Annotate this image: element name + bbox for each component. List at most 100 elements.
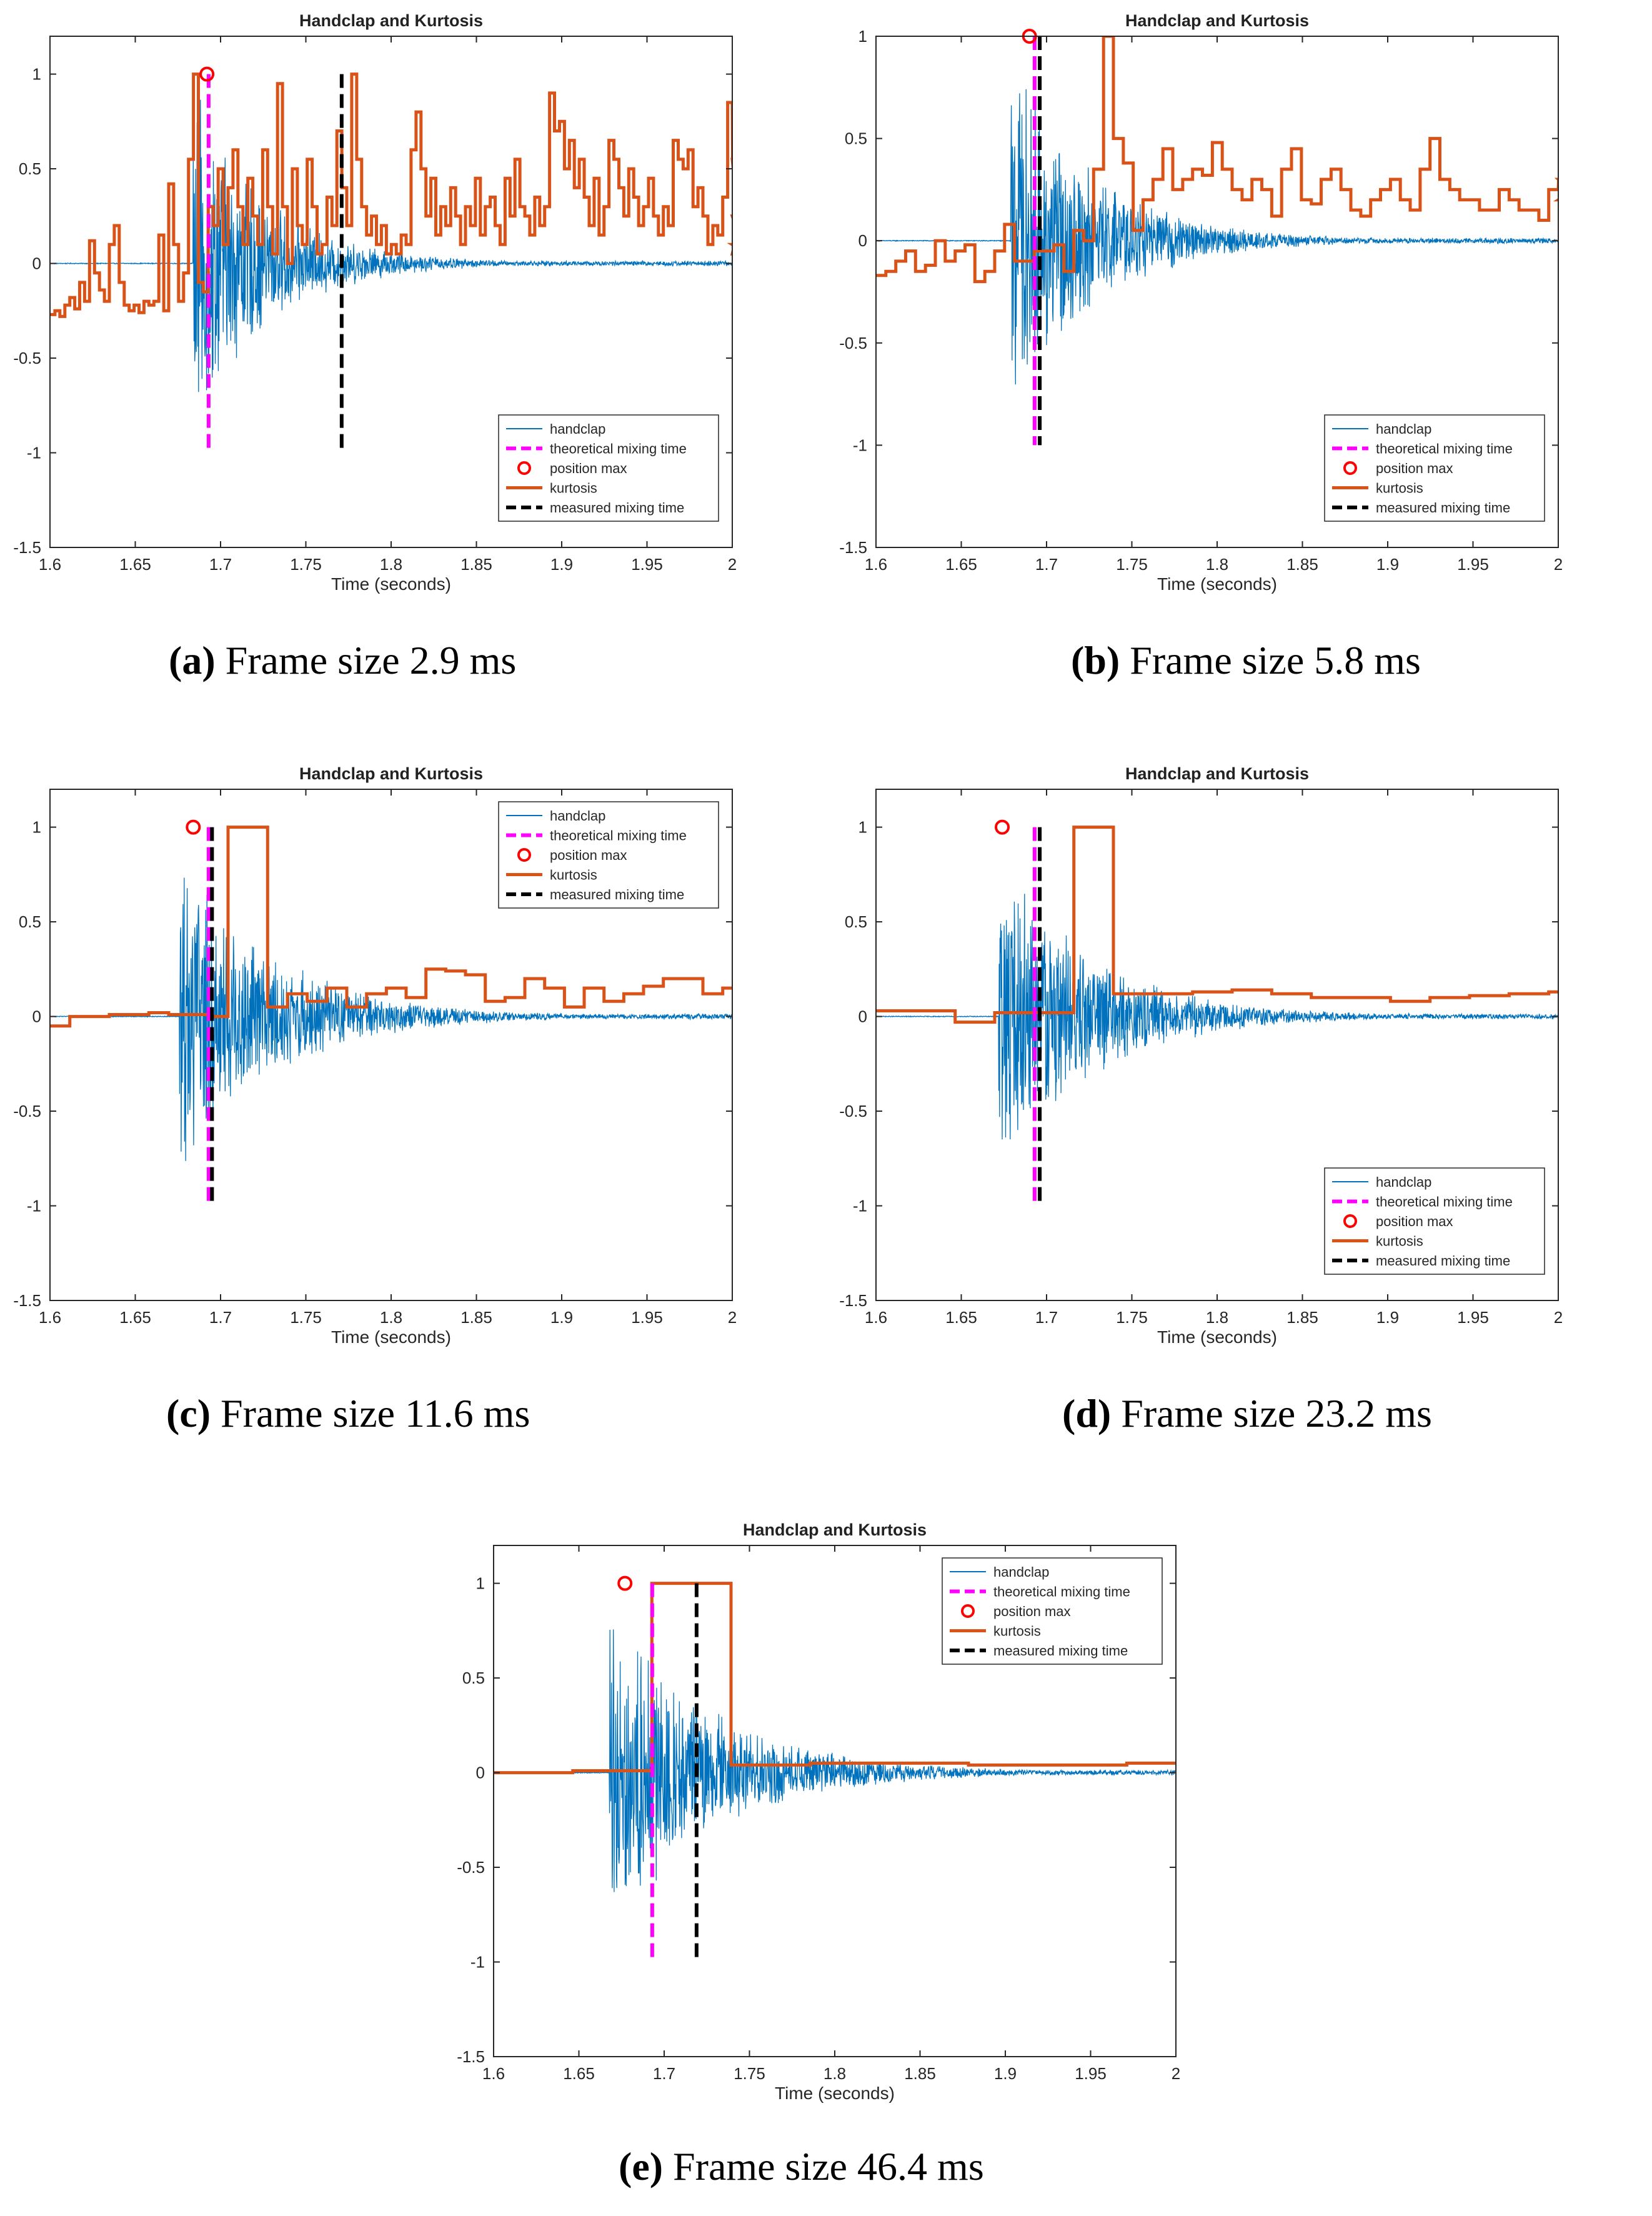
y-tick-label: -1.5 [13, 1291, 41, 1310]
x-tick-label: 1.75 [734, 2064, 765, 2083]
y-tick-label: 1 [476, 1574, 485, 1593]
legend-entry-label: kurtosis [993, 1624, 1041, 1639]
x-tick-label: 2 [1554, 555, 1563, 574]
caption-b: (b) Frame size 5.8 ms [1071, 638, 1421, 682]
y-tick-label: -1 [470, 1953, 485, 1972]
y-tick-label: 1 [32, 65, 41, 84]
x-tick-label: 1.6 [865, 555, 887, 574]
x-axis-label: Time (seconds) [1157, 1327, 1277, 1347]
y-tick-label: -1 [853, 1197, 867, 1215]
y-tick-label: 0.5 [462, 1669, 485, 1687]
legend-entry-label: position max [550, 847, 627, 863]
x-tick-label: 1.9 [1376, 555, 1399, 574]
x-tick-label: 2 [1554, 1308, 1563, 1327]
plot-series [876, 36, 1558, 446]
handclap-line [494, 1629, 1176, 1892]
legend-box [498, 801, 719, 909]
x-tick-label: 1.65 [563, 2064, 595, 2083]
legend-swatch-position-max [1343, 461, 1357, 475]
kurtosis-line [50, 72, 732, 318]
y-tick-label: 1 [858, 818, 867, 837]
legend-entry-label: measured mixing time [993, 1643, 1128, 1659]
chart-d: Handclap and Kurtosis 1.6 1.65 1.7 1.75 1.8 1.… [839, 764, 1563, 1347]
chart-e: Handclap and Kurtosis 1.6 1.65 1.7 1.75 1.8 1.… [457, 1520, 1180, 2103]
x-tick-label: 1.6 [39, 1308, 61, 1327]
chart-title: Handclap and Kurtosis [1125, 11, 1309, 30]
x-tick-label: 1.85 [1286, 555, 1318, 574]
x-tick-label: 1.75 [1116, 1308, 1148, 1327]
legend-entry-label: position max [1376, 1214, 1453, 1229]
legend: handclap theoretical mixing time position … [942, 1557, 1163, 1665]
x-axis-label: Time (seconds) [331, 574, 451, 594]
x-axis-label: Time (seconds) [1157, 574, 1277, 594]
chart-title: Handclap and Kurtosis [299, 11, 483, 30]
position-max-marker [186, 819, 201, 835]
y-tick-label: 0 [32, 1007, 41, 1026]
x-tick-label: 1.95 [631, 1308, 663, 1327]
y-tick-label: -1 [27, 1197, 41, 1215]
y-tick-label: 0.5 [845, 912, 867, 931]
legend-entry-label: theoretical mixing time [993, 1584, 1130, 1600]
y-tick-label: 0 [858, 1007, 867, 1026]
x-tick-label: 1.6 [482, 2064, 505, 2083]
y-tick-label: -0.5 [457, 1858, 485, 1877]
y-tick-label: -0.5 [839, 1102, 867, 1120]
y-tick-label: 0 [476, 1764, 485, 1782]
x-tick-label: 1.95 [631, 555, 663, 574]
x-tick-label: 1.9 [550, 555, 573, 574]
y-tick-label: -1 [27, 444, 41, 462]
x-tick-label: 1.7 [653, 2064, 675, 2083]
y-tick-label: -0.5 [13, 349, 41, 367]
x-tick-label: 1.6 [39, 555, 61, 574]
kurtosis-line [876, 826, 1558, 1024]
plot-series [494, 1582, 1176, 1962]
legend-entry-label: handclap [1376, 421, 1431, 437]
chart-title: Handclap and Kurtosis [299, 764, 483, 783]
legend-entry-label: kurtosis [550, 867, 597, 883]
x-tick-label: 1.8 [1206, 555, 1228, 574]
legend-entry-label: measured mixing time [550, 887, 684, 902]
x-axis-label: Time (seconds) [775, 2084, 895, 2103]
x-axis-label: Time (seconds) [331, 1327, 451, 1347]
y-tick-label: -0.5 [13, 1102, 41, 1120]
position-max-marker [617, 1575, 633, 1591]
legend-entry-label: theoretical mixing time [1376, 1194, 1513, 1210]
legend-entry-label: position max [550, 461, 627, 476]
legend-box [1324, 414, 1545, 522]
x-tick-label: 1.9 [994, 2064, 1017, 2083]
legend-entry-label: theoretical mixing time [550, 441, 687, 457]
position-max-marker [199, 66, 215, 82]
legend-box [942, 1557, 1163, 1665]
caption-c: (c) Frame size 11.6 ms [166, 1391, 530, 1435]
caption-a: (a) Frame size 2.9 ms [169, 638, 517, 682]
legend-entry-label: kurtosis [1376, 1234, 1423, 1249]
y-tick-label: 0.5 [845, 129, 867, 148]
y-tick-label: -1 [853, 436, 867, 454]
legend-swatch-position-max [961, 1604, 975, 1618]
x-tick-label: 1.8 [1206, 1308, 1228, 1327]
legend-swatch-position-max [1343, 1214, 1357, 1228]
legend-entry-label: handclap [550, 808, 605, 824]
y-tick-label: 0 [32, 254, 41, 273]
legend-swatch-position-max [517, 461, 531, 475]
legend-entry-label: measured mixing time [550, 500, 684, 516]
x-tick-label: 1.65 [945, 555, 977, 574]
legend-entry-label: position max [993, 1604, 1071, 1619]
x-tick-label: 1.85 [904, 2064, 936, 2083]
legend: handclap theoretical mixing time position … [1324, 1167, 1545, 1275]
y-tick-label: -1.5 [839, 538, 867, 557]
y-tick-label: 1 [32, 818, 41, 837]
x-tick-label: 1.75 [290, 555, 322, 574]
plot-series [50, 72, 732, 453]
chart-title: Handclap and Kurtosis [1125, 764, 1309, 783]
chart-a: Handclap and Kurtosis 1.6 1.65 1.7 1.75 1.8 1.… [13, 11, 737, 594]
legend-entry-label: theoretical mixing time [1376, 441, 1513, 457]
legend-entry-label: measured mixing time [1376, 500, 1510, 516]
chart-c: Handclap and Kurtosis 1.6 1.65 1.7 1.75 1.8 1.… [13, 764, 737, 1347]
x-tick-label: 1.85 [460, 1308, 492, 1327]
x-tick-label: 2 [728, 1308, 737, 1327]
legend-entry-label: handclap [1376, 1174, 1431, 1190]
plot-series [876, 826, 1558, 1206]
x-tick-label: 1.9 [550, 1308, 573, 1327]
